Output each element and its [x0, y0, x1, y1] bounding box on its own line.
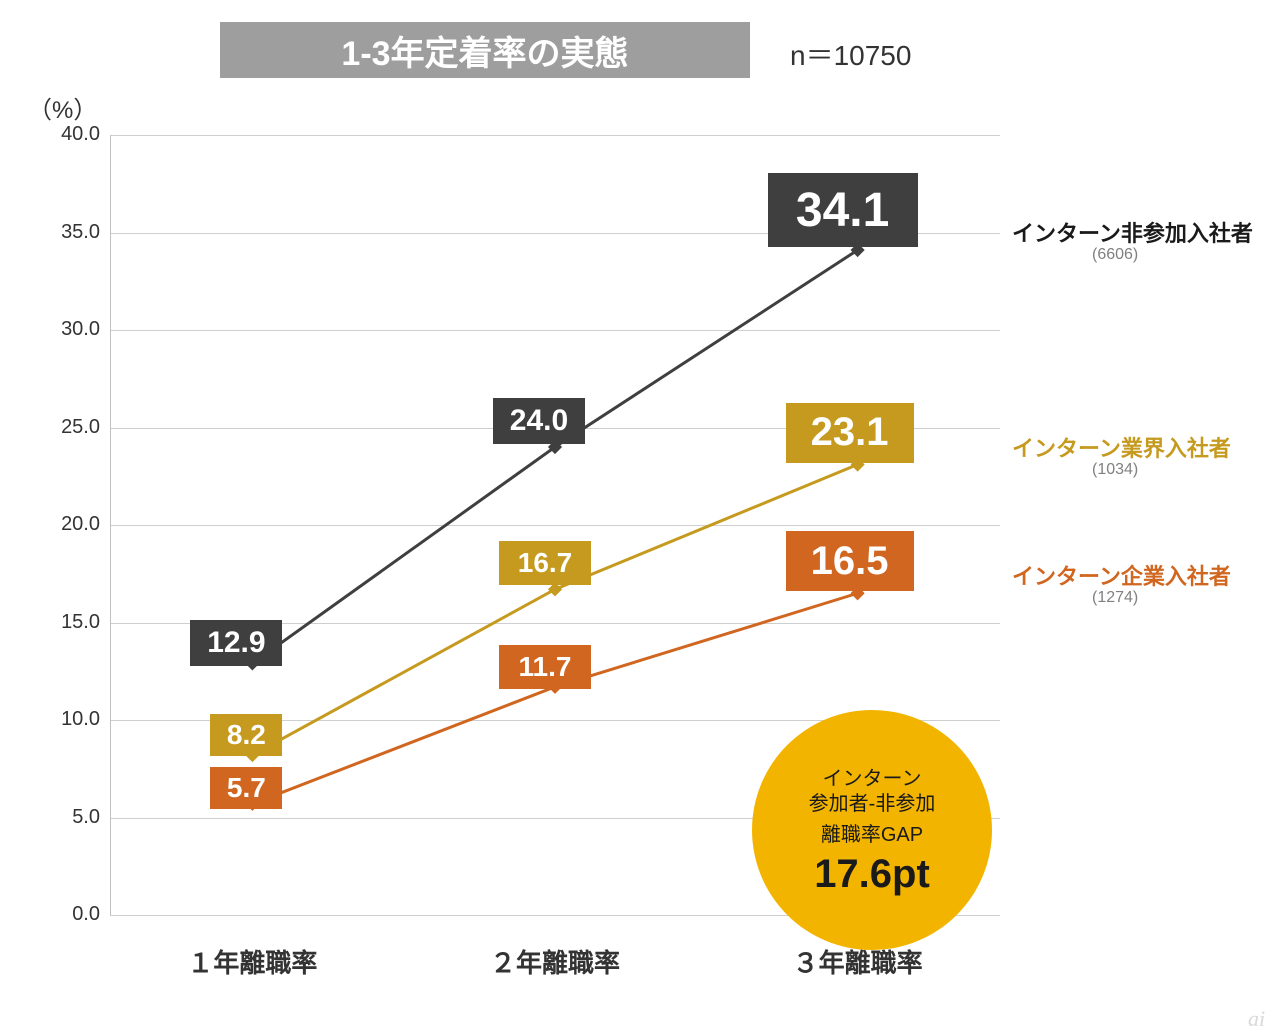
series-line-industry	[252, 465, 857, 756]
y-axis-unit: （%）	[28, 90, 97, 125]
y-tick-label: 0.0	[30, 903, 100, 926]
y-tick-label: 10.0	[30, 708, 100, 731]
legend-sub-non-participant: (6606)	[1092, 246, 1138, 264]
chart-title: 1-3年定着率の実態	[220, 22, 750, 78]
y-tick-label: 35.0	[30, 221, 100, 244]
series-line-non-participant	[252, 250, 857, 663]
gap-callout-value: 17.6pt	[814, 854, 930, 894]
series-company-label-0: 5.7	[210, 767, 282, 809]
series-company-label-1: 11.7	[499, 645, 591, 689]
series-non-participant-label-0: 12.9	[190, 620, 282, 666]
legend-sub-company: (1274)	[1092, 589, 1138, 607]
x-tick-label: ２年離職率	[445, 943, 665, 980]
chart-title-text: 1-3年定着率の実態	[341, 26, 628, 75]
series-non-participant-label-1: 24.0	[493, 398, 585, 444]
y-tick-label: 25.0	[30, 416, 100, 439]
y-tick-label: 15.0	[30, 611, 100, 634]
gap-callout-line1: インターン 参加者-非参加	[809, 767, 936, 817]
series-industry-label-1: 16.7	[499, 541, 591, 585]
legend-non-participant: インターン非参加入社者	[1012, 216, 1253, 248]
gap-callout-line2: 離職率GAP	[821, 823, 923, 848]
x-tick-label: １年離職率	[142, 943, 362, 980]
y-tick-label: 40.0	[30, 123, 100, 146]
y-tick-label: 30.0	[30, 318, 100, 341]
series-non-participant-label-2: 34.1	[768, 173, 918, 247]
series-industry-label-0: 8.2	[210, 714, 282, 756]
legend-industry: インターン業界入社者	[1012, 431, 1231, 463]
sample-size-label: n＝10750	[790, 34, 911, 74]
y-tick-label: 5.0	[30, 806, 100, 829]
series-industry-label-2: 23.1	[786, 403, 914, 463]
series-company-label-2: 16.5	[786, 531, 914, 591]
legend-company: インターン企業入社者	[1012, 559, 1231, 591]
y-tick-label: 20.0	[30, 513, 100, 536]
watermark: ai	[1248, 1006, 1265, 1032]
legend-sub-industry: (1034)	[1092, 461, 1138, 479]
gap-callout: インターン 参加者-非参加離職率GAP 17.6pt	[752, 710, 992, 950]
